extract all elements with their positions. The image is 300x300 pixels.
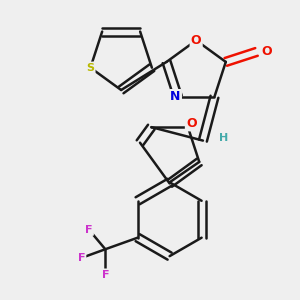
Text: N: N xyxy=(170,90,181,103)
Text: O: O xyxy=(191,34,202,47)
Text: F: F xyxy=(102,270,109,280)
Text: H: H xyxy=(219,133,228,143)
Text: F: F xyxy=(78,253,85,263)
Text: S: S xyxy=(86,63,94,73)
Text: F: F xyxy=(85,225,93,235)
Text: O: O xyxy=(186,117,197,130)
Text: O: O xyxy=(262,45,272,58)
